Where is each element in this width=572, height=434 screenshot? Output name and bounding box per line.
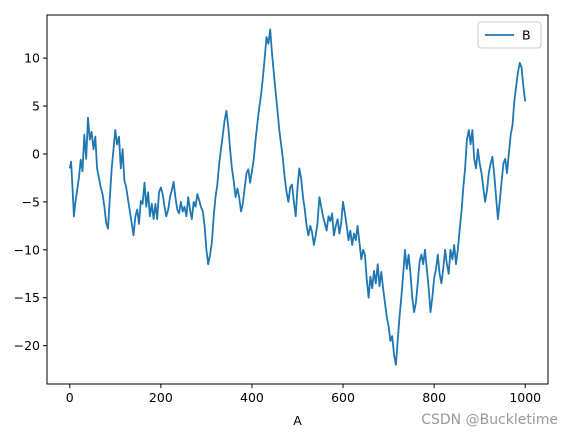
- axes-frame: [46, 14, 549, 385]
- x-tick-label: 200: [149, 390, 173, 405]
- plot-area: [46, 14, 549, 385]
- legend: B: [477, 21, 542, 49]
- y-tick-label: 0: [32, 146, 40, 161]
- y-tick-label: 10: [24, 51, 40, 66]
- x-axis-ticks: 0 200 400 600 800 1000: [66, 384, 541, 405]
- y-tick-label: −15: [14, 290, 40, 305]
- y-tick-label: −5: [22, 194, 40, 209]
- x-tick-label: 1000: [509, 390, 541, 405]
- watermark: CSDN @Buckletime: [421, 412, 558, 428]
- x-axis-label: A: [293, 413, 302, 428]
- x-tick-label: 0: [66, 390, 74, 405]
- x-tick-label: 800: [422, 390, 446, 405]
- y-tick-label: 5: [32, 99, 40, 114]
- x-tick-label: 600: [331, 390, 355, 405]
- y-tick-label: −20: [14, 338, 40, 353]
- y-tick-label: −10: [14, 242, 40, 257]
- series-b-line: [68, 28, 527, 366]
- x-tick-label: 400: [240, 390, 264, 405]
- y-axis-ticks: −20 −15 −10 −5 0 5 10: [14, 51, 47, 353]
- legend-label-b: B: [522, 28, 531, 43]
